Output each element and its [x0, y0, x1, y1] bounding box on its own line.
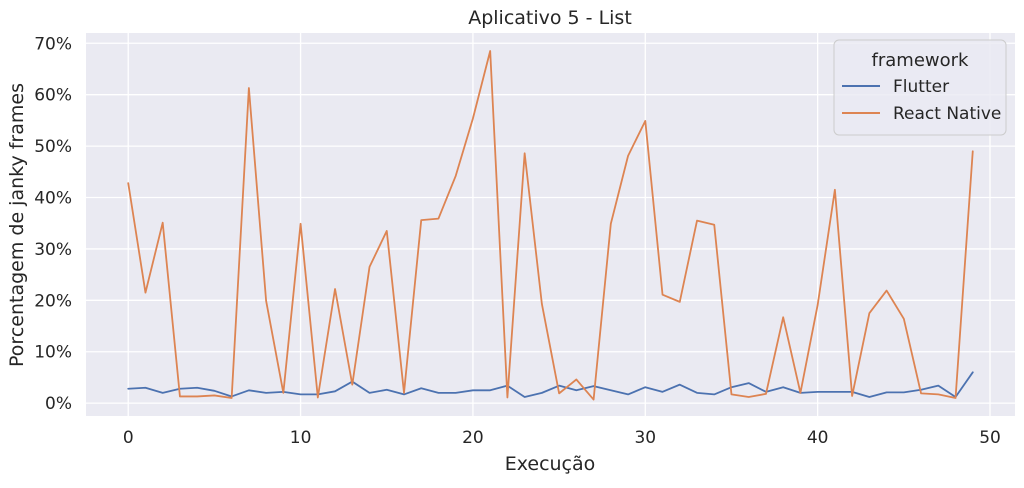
y-tick-label: 20% — [34, 291, 72, 311]
y-axis-label: Porcentagem de janky frames — [6, 83, 28, 367]
legend-title: framework — [872, 50, 970, 71]
x-tick-label: 40 — [807, 428, 829, 448]
y-tick-label: 60% — [34, 86, 72, 106]
y-tick-label: 0% — [45, 394, 72, 414]
x-tick-label: 0 — [123, 428, 134, 448]
x-tick-label: 10 — [290, 428, 312, 448]
legend-label-flutter: Flutter — [893, 77, 949, 97]
y-tick-label: 50% — [34, 137, 72, 157]
legend-label-react-native: React Native — [893, 104, 1001, 124]
x-tick-label: 50 — [979, 428, 1001, 448]
x-axis-label: Execução — [505, 453, 596, 475]
grid — [86, 33, 1015, 416]
series-line-react-native — [127, 50, 974, 401]
legend: framework Flutter React Native — [833, 39, 1007, 136]
y-tick-label: 70% — [34, 34, 72, 54]
tick-labels: 0 10 20 30 40 50 0% 10% 20% 30% 40% 50% 60% 70% — [34, 34, 1001, 448]
legend-box — [833, 39, 1007, 136]
y-tick-label: 30% — [34, 240, 72, 260]
series-lines — [127, 50, 974, 401]
y-tick-label: 40% — [34, 189, 72, 209]
series-line-flutter — [127, 371, 974, 398]
y-tick-label: 10% — [34, 343, 72, 363]
x-tick-label: 30 — [634, 428, 656, 448]
chart-title: Aplicativo 5 - List — [468, 7, 632, 29]
x-tick-label: 20 — [462, 428, 484, 448]
